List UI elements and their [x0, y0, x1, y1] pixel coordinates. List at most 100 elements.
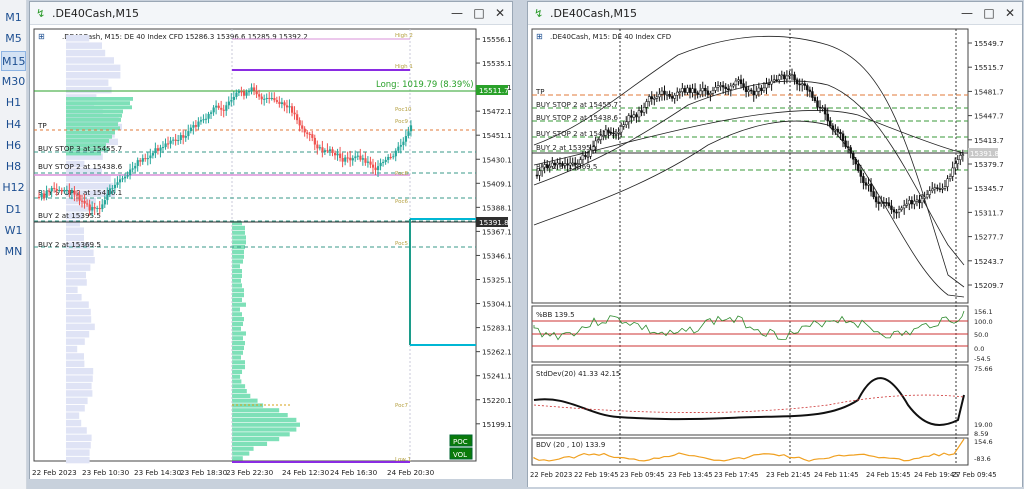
candle-body	[688, 87, 692, 93]
candle-body	[719, 85, 722, 87]
candle-body	[586, 156, 590, 158]
maximize-button[interactable]: □	[473, 6, 485, 20]
bollinger-lower	[533, 120, 965, 298]
close-button[interactable]: ✕	[1004, 6, 1016, 20]
candle-body	[683, 88, 687, 93]
candle-body	[220, 107, 223, 110]
volume-profile-bar	[66, 353, 84, 360]
candle-body	[194, 125, 198, 127]
order-label: BUY STOP 2 at 15455.7	[536, 101, 618, 109]
bdv-scale-label: -83.6	[974, 455, 991, 463]
candle-body	[177, 140, 180, 142]
vol-button[interactable]	[449, 447, 473, 460]
candle-body	[48, 190, 51, 192]
maximize-button[interactable]: □	[983, 6, 995, 20]
candle-body	[869, 183, 873, 192]
price-label: 15556.1	[482, 35, 512, 44]
timeframe-d1[interactable]: D1	[5, 202, 22, 216]
candle-body	[706, 90, 710, 95]
candle-body	[841, 133, 845, 142]
candle-body	[953, 163, 957, 169]
timeframe-h6[interactable]: H6	[5, 138, 22, 152]
candle-body	[959, 155, 962, 160]
stddev-signal	[533, 394, 965, 413]
volume-profile-bar	[66, 434, 92, 442]
candle-body	[227, 101, 230, 106]
timeframe-m30[interactable]: M30	[1, 74, 26, 88]
candle-body	[811, 91, 814, 98]
candle-body	[255, 90, 258, 95]
timeframe-h4[interactable]: H4	[5, 117, 22, 131]
volume-profile-bar	[66, 168, 102, 175]
candle-body	[696, 92, 699, 95]
volume-profile-bar	[232, 360, 246, 365]
candle-body	[404, 136, 408, 142]
timeframe-h12[interactable]: H12	[2, 181, 25, 195]
candle-body	[106, 194, 109, 201]
candle-body	[548, 165, 551, 168]
candle-body	[765, 83, 768, 89]
candle-body	[775, 79, 778, 81]
candle-body	[113, 184, 117, 189]
price-label: 15304.1	[482, 300, 512, 309]
candle-body	[617, 131, 620, 134]
price-label: 15243.7	[974, 257, 1004, 266]
volume-profile-bar	[232, 374, 241, 379]
candle-body	[948, 176, 952, 179]
volume-profile-bar	[66, 294, 82, 301]
price-label: 15447.7	[974, 112, 1004, 121]
candle-body	[88, 204, 91, 211]
candle-body	[943, 186, 947, 189]
timeframe-m1[interactable]: M1	[5, 11, 22, 24]
vol-button-label: VOL	[453, 451, 467, 459]
price-badge	[476, 217, 508, 227]
price-label: 15199.1	[482, 420, 512, 429]
candle-body	[285, 105, 289, 108]
minimize-button[interactable]: —	[451, 6, 463, 20]
price-label: 15346.1	[482, 251, 512, 260]
price-chart-right[interactable]: .DE40Cash, M15: DE 40 Index CFD ⊞ 15549.7 1…	[528, 25, 1022, 487]
volume-profile-bar	[66, 286, 78, 294]
volume-profile-bar	[232, 273, 242, 278]
candle-body	[849, 147, 852, 154]
chart-window-left[interactable]: ↯ .DE40Cash,M15 — □ ✕ .DE40Cash, M15: DE…	[29, 1, 513, 479]
timeframe-h8[interactable]: H8	[5, 160, 22, 174]
chart-bg	[528, 25, 1022, 487]
timeframe-mn[interactable]: MN	[4, 245, 23, 259]
volume-profile-bar	[66, 220, 80, 227]
candle-body	[402, 141, 405, 146]
candle-body	[566, 163, 569, 166]
candle-body	[43, 193, 46, 198]
volume-profile-bar	[232, 249, 244, 254]
close-button[interactable]: ✕	[494, 6, 506, 20]
volume-profile-bar	[232, 283, 242, 288]
volume-profile-bar	[66, 57, 114, 64]
chart-window-right[interactable]: ↯ .DE40Cash,M15 — □ ✕ .DE40Cash, M15: DE…	[527, 1, 1023, 487]
candle-body	[384, 159, 387, 162]
bdv-label: BDV (20 , 10) 133.9	[536, 441, 605, 449]
candle-body	[714, 87, 717, 91]
timeframe-m5[interactable]: M5	[5, 32, 22, 46]
volume-profile-bar	[66, 143, 106, 147]
candle-body	[844, 140, 847, 147]
volume-profile-bar	[232, 336, 243, 341]
candle-body	[938, 188, 942, 190]
price-chart-left[interactable]: .DE40Cash, M15: DE 40 Index CFD 15286.3 …	[30, 25, 512, 479]
candle-body	[235, 92, 238, 97]
timeframe-w1[interactable]: W1	[4, 224, 23, 237]
timeframe-h1[interactable]: H1	[5, 96, 22, 110]
timeframe-m15[interactable]: M15	[1, 50, 26, 71]
window-titlebar[interactable]: ↯ .DE40Cash,M15 — □ ✕	[528, 2, 1022, 25]
candle-body	[813, 97, 817, 102]
candle-body	[892, 209, 896, 213]
volume-profile-bar	[232, 326, 241, 331]
volume-profile-bar	[232, 369, 243, 374]
candle-body	[574, 162, 577, 165]
poc-button[interactable]	[449, 434, 473, 447]
candle-body	[53, 187, 56, 189]
window-titlebar[interactable]: ↯ .DE40Cash,M15 — □ ✕	[30, 2, 512, 25]
time-label: 23 Feb 10:30	[82, 468, 130, 477]
minimize-button[interactable]: —	[961, 6, 973, 20]
volume-profile-bar	[66, 197, 96, 205]
candle-body	[101, 204, 104, 210]
